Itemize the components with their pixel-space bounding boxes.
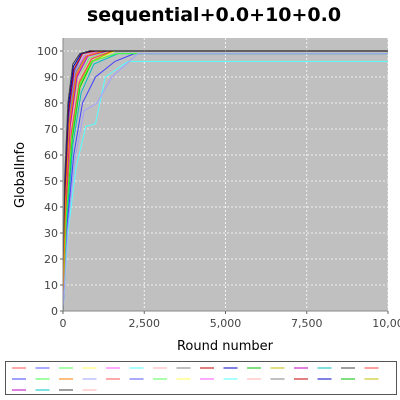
y-axis-label: GlobalInfo (13, 142, 28, 208)
y-tick-label: 20 (44, 253, 58, 266)
x-tick-label: 0 (60, 317, 67, 330)
y-tick-label: 80 (44, 97, 58, 110)
y-tick-label: 10 (44, 279, 58, 292)
legend (5, 361, 397, 395)
chart-title: sequential+0.0+10+0.0 (87, 4, 341, 26)
legend-swatches (6, 362, 398, 396)
y-tick-label: 30 (44, 227, 58, 240)
y-tick-label: 40 (44, 201, 58, 214)
line-chart: sequential+0.0+10+0.0 0 2,500 5,000 7,500 10… (0, 0, 400, 360)
x-axis-ticks: 0 2,500 5,000 7,500 10,00 (60, 311, 400, 330)
x-tick-label: 5,000 (210, 317, 242, 330)
x-axis-label: Round number (177, 339, 274, 354)
x-tick-label: 7,500 (291, 317, 323, 330)
y-tick-label: 70 (44, 123, 58, 136)
x-tick-label: 2,500 (129, 317, 161, 330)
y-tick-label: 100 (37, 45, 58, 58)
y-tick-label: 60 (44, 149, 58, 162)
y-tick-label: 50 (44, 175, 58, 188)
y-tick-label: 0 (51, 305, 58, 318)
x-tick-label: 10,00 (372, 317, 400, 330)
y-tick-label: 90 (44, 71, 58, 84)
y-axis-ticks: 0 10 20 30 40 50 60 70 80 90 100 (37, 45, 63, 318)
